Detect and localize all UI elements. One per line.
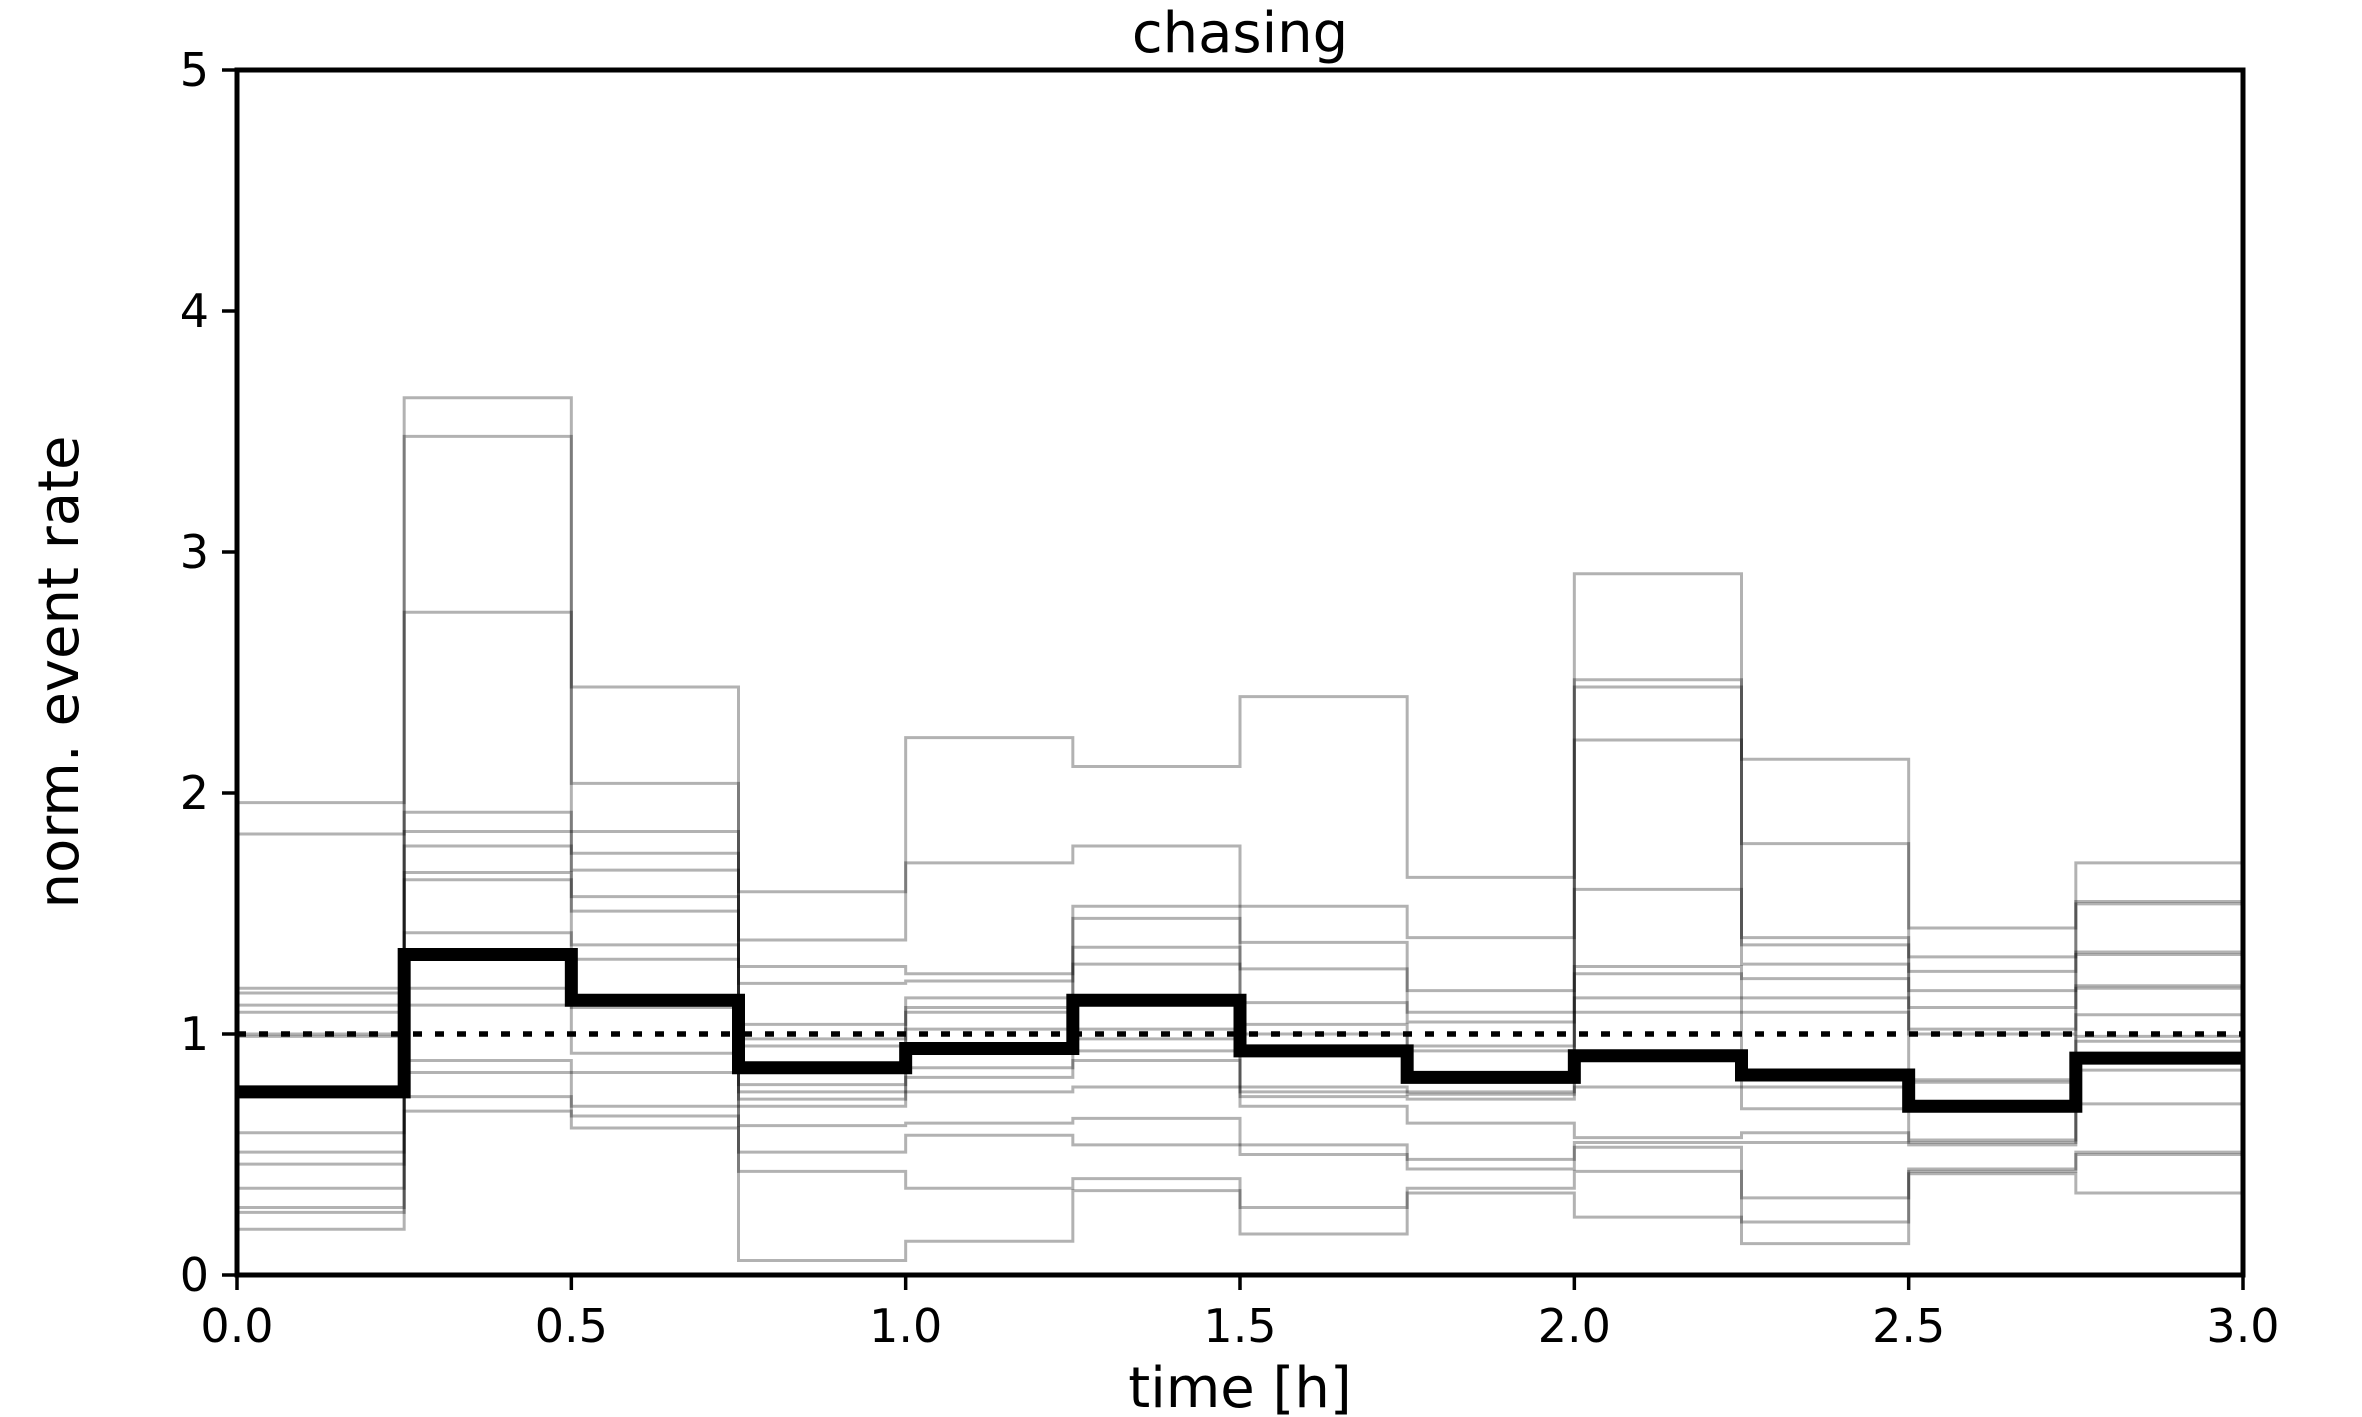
- individual-trace: [237, 738, 2243, 1014]
- individual-trace: [237, 434, 2243, 959]
- individual-trace: [237, 1095, 2243, 1224]
- mean-trace-line: [237, 947, 2243, 1113]
- y-tick-label: 0: [180, 1248, 209, 1302]
- x-tick-label: 0.5: [535, 1299, 608, 1353]
- individual-trace: [237, 1071, 2243, 1210]
- y-axis-label: norm. event rate: [27, 436, 92, 909]
- y-tick-label: 4: [180, 284, 209, 338]
- x-tick-label: 2.5: [1872, 1299, 1945, 1353]
- individual-trace: [237, 1109, 2243, 1263]
- individual-trace: [237, 396, 2243, 930]
- x-tick-label: 3.0: [2206, 1299, 2279, 1353]
- x-tick-label: 1.0: [869, 1299, 942, 1353]
- individual-trace: [237, 610, 2243, 993]
- y-tick-label: 5: [180, 43, 209, 97]
- individual-trace: [237, 878, 2243, 1094]
- x-tick-label: 2.0: [1538, 1299, 1611, 1353]
- individual-trace: [237, 830, 2243, 1026]
- x-axis-label: time [h]: [1128, 1356, 1352, 1417]
- y-tick-label: 3: [180, 525, 209, 579]
- individual-trace: [237, 1003, 2243, 1166]
- y-tick-label: 2: [180, 766, 209, 820]
- individual-trace: [237, 1059, 2243, 1190]
- y-tick-label: 1: [180, 1007, 209, 1061]
- plot-area: 0.0 0.5 1.0 1.5 2.0 2.5 3.0 0 1 2 3 4 5: [180, 43, 2280, 1353]
- x-tick-label: 0.0: [200, 1299, 273, 1353]
- chart-title: chasing: [1132, 1, 1348, 66]
- x-tick-label: 1.5: [1203, 1299, 1276, 1353]
